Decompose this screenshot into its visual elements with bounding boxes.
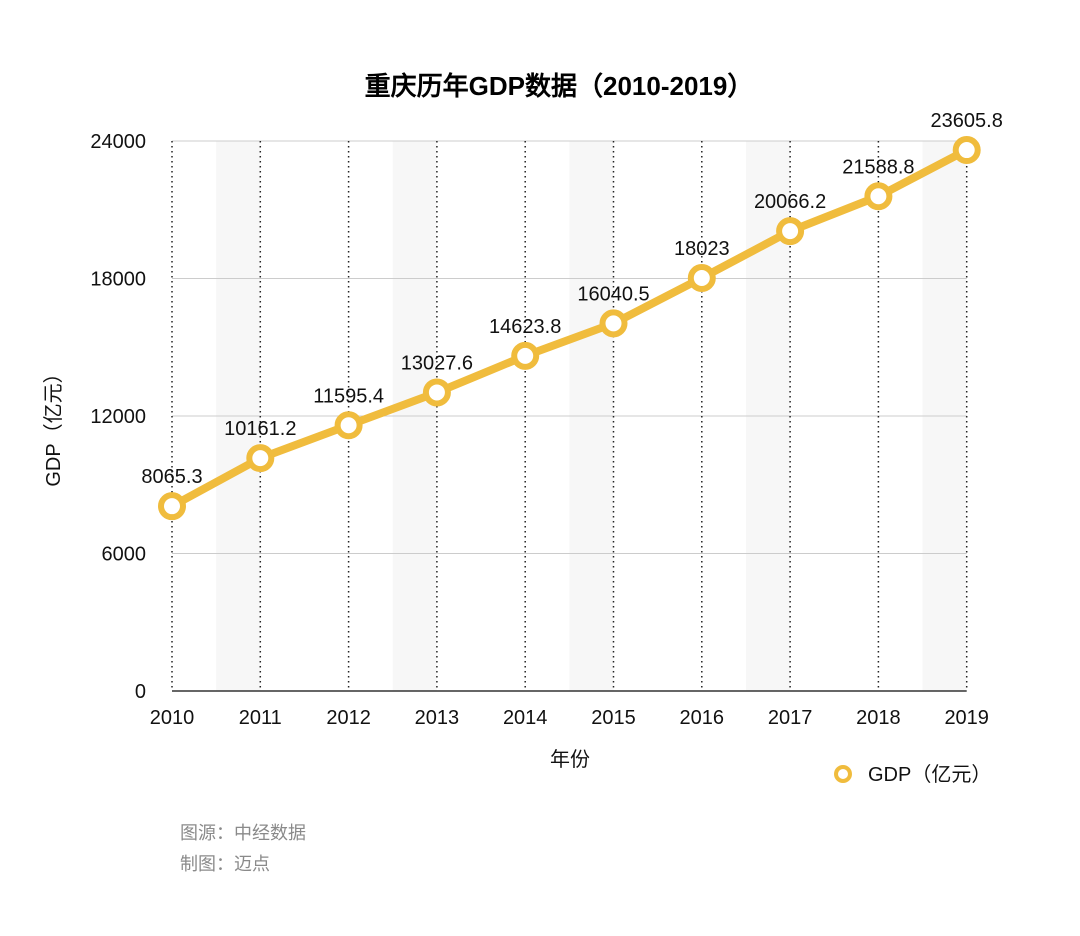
legend-marker-icon	[834, 765, 852, 783]
data-point	[687, 263, 716, 292]
data-point	[952, 136, 981, 165]
x-tick-label: 2019	[944, 707, 989, 729]
x-tick-label: 2016	[680, 707, 725, 729]
data-label: 20066.2	[754, 191, 826, 213]
data-label: 23605.8	[931, 110, 1003, 132]
legend: GDP（亿元）	[834, 763, 991, 786]
x-tick-label: 2012	[326, 707, 371, 729]
series-line-gdp	[168, 146, 971, 511]
maker-note: 制图：迈点	[180, 854, 270, 874]
data-label: 14623.8	[489, 316, 561, 338]
data-point	[776, 217, 805, 246]
data-point	[158, 492, 186, 521]
x-tick-label: 2011	[239, 707, 282, 729]
data-points	[158, 136, 981, 521]
y-tick-label: 12000	[90, 406, 146, 428]
chart-title: 重庆历年GDP数据（2010-2019）	[365, 71, 754, 101]
data-point	[864, 182, 893, 211]
data-point	[246, 444, 275, 473]
x-tick-label: 2017	[768, 707, 813, 729]
data-point	[334, 411, 363, 440]
data-point	[422, 378, 451, 407]
data-point	[599, 309, 628, 338]
y-tick-labels: 0 6000 12000 18000 24000	[90, 131, 146, 703]
source-note: 图源：中经数据	[180, 823, 306, 843]
data-label: 21588.8	[842, 156, 914, 178]
data-point	[511, 341, 540, 370]
data-label: 8065.3	[141, 466, 202, 488]
data-label: 11595.4	[313, 385, 384, 407]
data-labels: 8065.3 10161.2 11595.4 13027.6 14623.8 16040.…	[141, 110, 1002, 488]
data-label: 16040.5	[577, 283, 649, 305]
data-label: 13027.6	[401, 352, 473, 374]
y-tick-label: 6000	[102, 544, 147, 566]
legend-label: GDP（亿元）	[868, 763, 991, 786]
y-axis-title: GDP（亿元）	[42, 363, 65, 486]
y-tick-label: 24000	[90, 131, 146, 153]
y-tick-label: 0	[135, 681, 146, 703]
horizontal-gridlines	[172, 140, 967, 554]
x-tick-label: 2010	[150, 707, 195, 729]
y-tick-label: 18000	[90, 269, 146, 291]
x-tick-label: 2014	[503, 707, 548, 729]
x-tick-labels: 2010 2011 2012 2013 2014 2015 2016 2017 2018 2019	[150, 707, 989, 729]
data-label: 10161.2	[224, 418, 296, 440]
footer-notes: 图源：中经数据 制图：迈点	[180, 818, 306, 880]
x-tick-label: 2015	[591, 707, 636, 729]
x-tick-label: 2018	[856, 707, 901, 729]
x-axis-title: 年份	[550, 748, 590, 771]
x-tick-label: 2013	[415, 707, 460, 729]
data-label: 18023	[674, 238, 730, 260]
